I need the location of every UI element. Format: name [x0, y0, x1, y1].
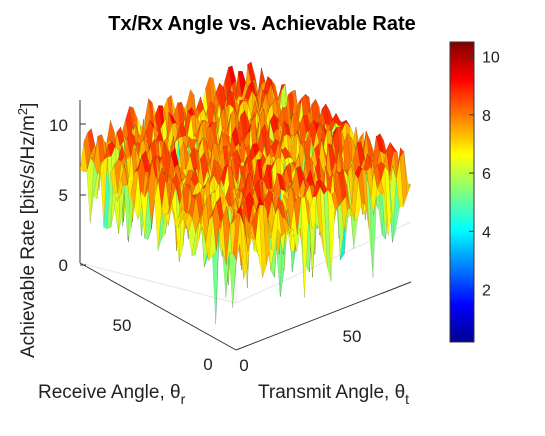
y-axis-label: Receive Angle, θr: [38, 382, 186, 407]
surface-plot: [79, 61, 412, 325]
colorbar-gradient: [449, 41, 475, 343]
colorbar-tick-label: 10: [482, 50, 500, 67]
colorbar-tick-label: 4: [482, 224, 491, 241]
y-axis-line: [79, 262, 237, 351]
colorbar-tick-label: 8: [482, 108, 491, 125]
z-tick-label: 0: [59, 256, 68, 275]
y-tick-label: 50: [113, 316, 132, 335]
colorbar: 2 4 6 8 10: [449, 41, 500, 343]
surface-patch: [403, 151, 412, 195]
z-tick-group: 0 5 10: [49, 116, 86, 275]
colorbar-ticks: 2 4 6 8 10: [469, 50, 500, 300]
x-axis-line: [235, 281, 412, 351]
colorbar-tick-label: 2: [482, 283, 491, 300]
y-tick-label: 0: [203, 355, 212, 374]
x-tick-label: 0: [239, 356, 248, 375]
x-axis-label: Transmit Angle, θt: [258, 382, 409, 407]
surface-patch: [228, 252, 237, 308]
chart-title: Tx/Rx Angle vs. Achievable Rate: [108, 13, 416, 35]
colorbar-tick-label: 6: [482, 166, 491, 183]
z-tick-label: 5: [59, 186, 68, 205]
z-axis-label: Achievable Rate [bits/s/Hz/m2]: [15, 103, 39, 358]
back-right-edge: [235, 221, 412, 304]
x-tick-label: 50: [343, 327, 362, 346]
z-tick-label: 10: [49, 116, 68, 135]
